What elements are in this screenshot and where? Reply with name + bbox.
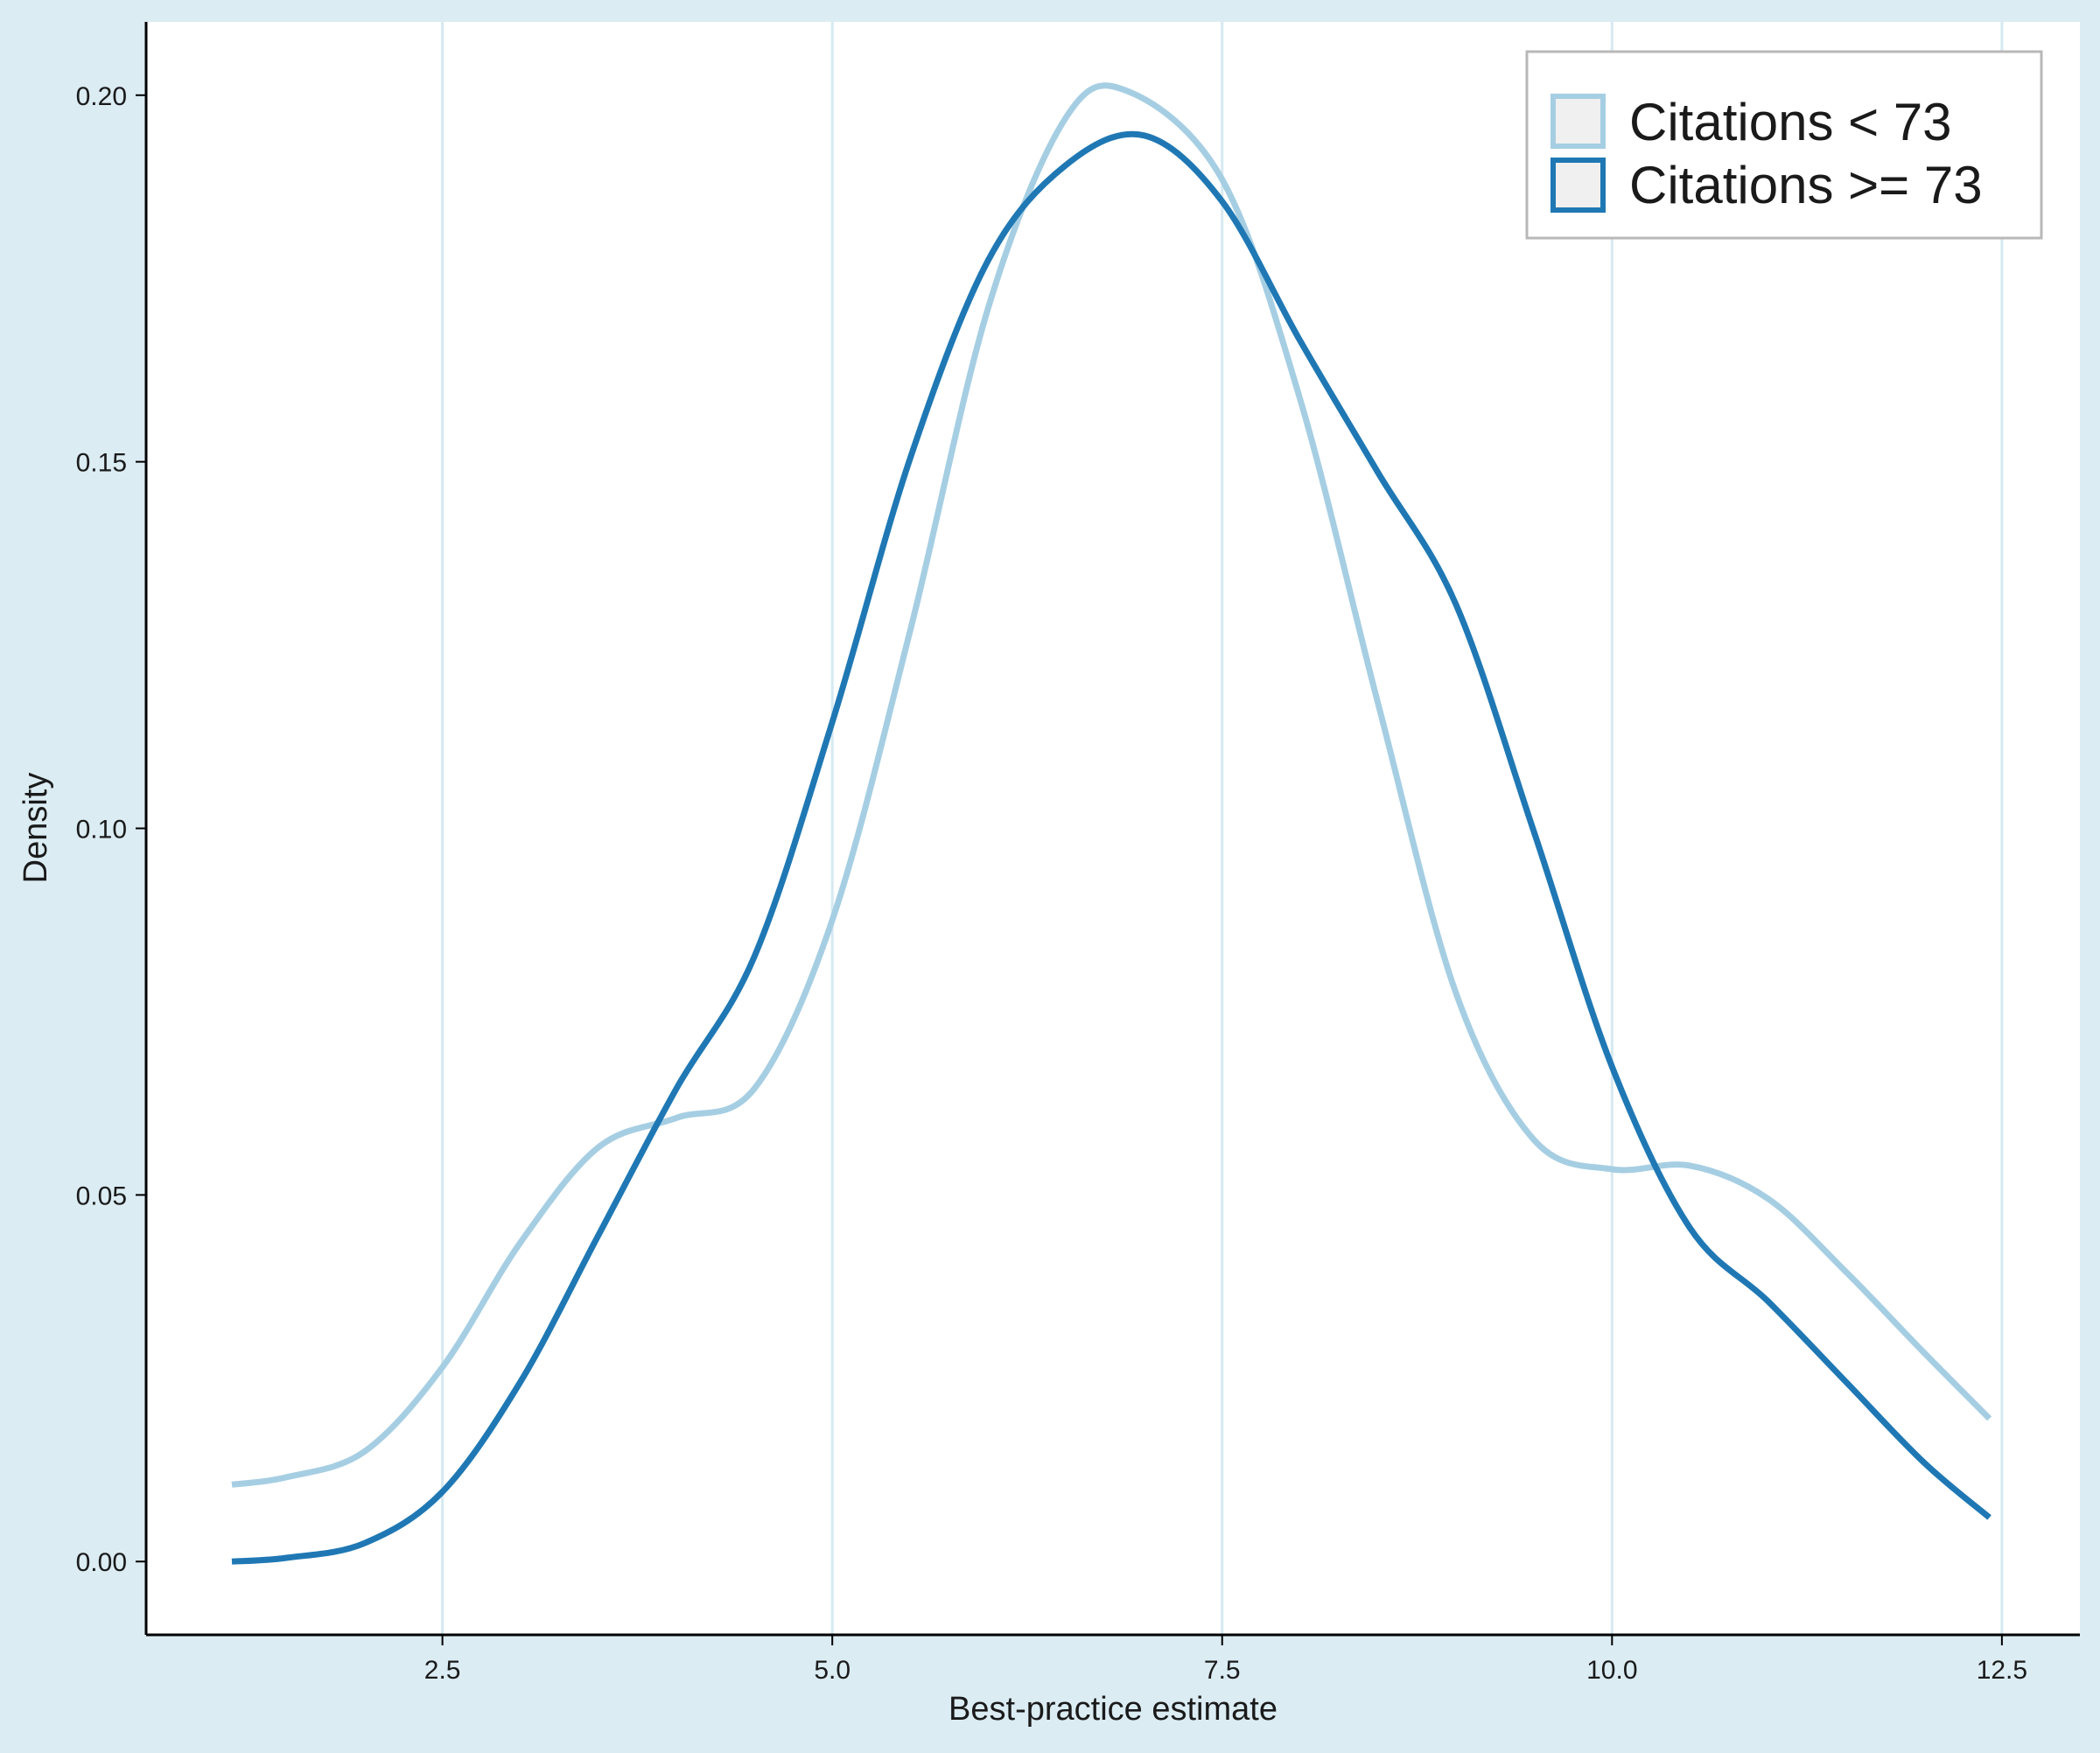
legend-key-0 — [1550, 94, 1606, 149]
x-axis-title: Best-practice estimate — [948, 1691, 1278, 1728]
legend-label-0: Citations < 73 — [1629, 93, 1952, 151]
x-tick-label: 2.5 — [424, 1656, 461, 1685]
y-tick-label: 0.05 — [76, 1182, 127, 1210]
x-tick-label: 5.0 — [814, 1656, 850, 1685]
x-tick-label: 7.5 — [1204, 1656, 1241, 1685]
legend-label-1: Citations >= 73 — [1629, 156, 1983, 214]
series-lines — [231, 82, 1992, 1565]
y-axis-title: Density — [18, 773, 54, 884]
legend: Citations < 73 Citations >= 73 — [1525, 50, 2043, 240]
legend-box — [1525, 50, 2043, 240]
x-tick-label: 10.0 — [1586, 1656, 1637, 1685]
legend-key-1 — [1550, 158, 1606, 213]
ticks: 2.5 5.0 7.5 10.0 12.5 0.00 0.05 0.10 0.15 0.20 — [76, 82, 2027, 1685]
x-tick-label: 12.5 — [1977, 1656, 2027, 1685]
y-tick-label: 0.00 — [76, 1548, 127, 1577]
y-tick-label: 0.20 — [76, 82, 127, 111]
y-tick-label: 0.10 — [76, 816, 127, 845]
series-line-1 — [231, 130, 1992, 1565]
y-tick-label: 0.15 — [76, 449, 127, 478]
plot-panel — [146, 22, 2080, 1635]
